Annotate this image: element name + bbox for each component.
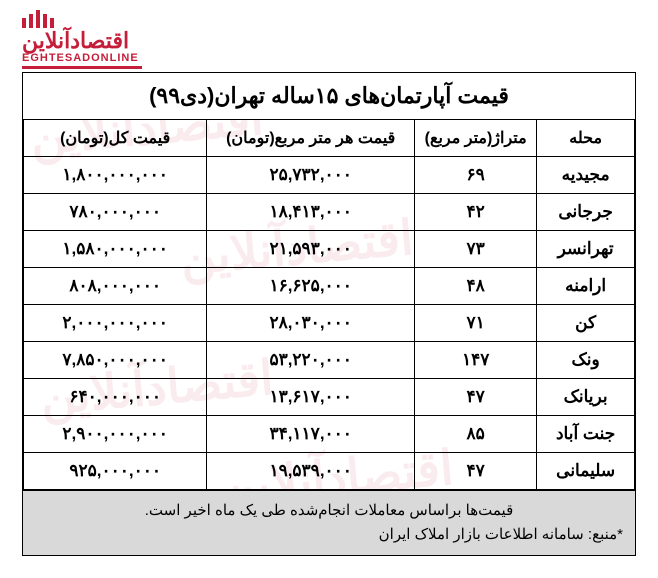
site-logo: اقتصادآنلاین EGHTESADONLINE — [22, 10, 142, 69]
table-row: جرجانی۴۲۱۸,۴۱۳,۰۰۰۷۸۰,۰۰۰,۰۰۰ — [24, 194, 635, 231]
cell-metraj: ۷۳ — [415, 231, 537, 268]
cell-total: ۷۸۰,۰۰۰,۰۰۰ — [24, 194, 207, 231]
cell-mahale: ونک — [537, 342, 635, 379]
logo-bars-icon — [22, 10, 142, 28]
col-header-neighborhood: محله — [537, 120, 635, 157]
cell-total: ۷,۸۵۰,۰۰۰,۰۰۰ — [24, 342, 207, 379]
col-header-area: متراژ(متر مربع) — [415, 120, 537, 157]
table-row: سلیمانی۴۷۱۹,۵۳۹,۰۰۰۹۲۵,۰۰۰,۰۰۰ — [24, 453, 635, 490]
cell-ppsm: ۱۳,۶۱۷,۰۰۰ — [207, 379, 415, 416]
cell-total: ۲,۰۰۰,۰۰۰,۰۰۰ — [24, 305, 207, 342]
footer-note: قیمت‌ها براساس معاملات انجام‌شده طی یک م… — [35, 501, 623, 519]
footer-source: *منبع: سامانه اطلاعات بازار املاک ایران — [35, 525, 623, 543]
table-row: ونک۱۴۷۵۳,۲۲۰,۰۰۰۷,۸۵۰,۰۰۰,۰۰۰ — [24, 342, 635, 379]
cell-mahale: ارامنه — [537, 268, 635, 305]
cell-metraj: ۱۴۷ — [415, 342, 537, 379]
cell-metraj: ۴۷ — [415, 379, 537, 416]
cell-total: ۹۲۵,۰۰۰,۰۰۰ — [24, 453, 207, 490]
cell-metraj: ۴۲ — [415, 194, 537, 231]
table-row: تهرانسر۷۳۲۱,۵۹۳,۰۰۰۱,۵۸۰,۰۰۰,۰۰۰ — [24, 231, 635, 268]
table-row: ارامنه۴۸۱۶,۶۲۵,۰۰۰۸۰۸,۰۰۰,۰۰۰ — [24, 268, 635, 305]
cell-ppsm: ۲۸,۰۳۰,۰۰۰ — [207, 305, 415, 342]
cell-total: ۱,۵۸۰,۰۰۰,۰۰۰ — [24, 231, 207, 268]
cell-mahale: تهرانسر — [537, 231, 635, 268]
cell-total: ۱,۸۰۰,۰۰۰,۰۰۰ — [24, 157, 207, 194]
price-table: محله متراژ(متر مربع) قیمت هر متر مربع(تو… — [23, 120, 635, 490]
table-footer: قیمت‌ها براساس معاملات انجام‌شده طی یک م… — [23, 490, 635, 555]
cell-metraj: ۷۱ — [415, 305, 537, 342]
cell-ppsm: ۳۴,۱۱۷,۰۰۰ — [207, 416, 415, 453]
price-table-container: قیمت آپارتمان‌های ۱۵ساله تهران(دی۹۹) محل… — [22, 72, 636, 556]
cell-mahale: سلیمانی — [537, 453, 635, 490]
table-row: مجیدیه۶۹۲۵,۷۳۲,۰۰۰۱,۸۰۰,۰۰۰,۰۰۰ — [24, 157, 635, 194]
cell-mahale: کن — [537, 305, 635, 342]
cell-total: ۸۰۸,۰۰۰,۰۰۰ — [24, 268, 207, 305]
table-title: قیمت آپارتمان‌های ۱۵ساله تهران(دی۹۹) — [23, 73, 635, 120]
table-header-row: محله متراژ(متر مربع) قیمت هر متر مربع(تو… — [24, 120, 635, 157]
col-header-price-per-sqm: قیمت هر متر مربع(تومان) — [207, 120, 415, 157]
cell-metraj: ۴۷ — [415, 453, 537, 490]
cell-metraj: ۴۸ — [415, 268, 537, 305]
cell-mahale: جنت آباد — [537, 416, 635, 453]
cell-ppsm: ۵۳,۲۲۰,۰۰۰ — [207, 342, 415, 379]
cell-ppsm: ۱۸,۴۱۳,۰۰۰ — [207, 194, 415, 231]
cell-total: ۶۴۰,۰۰۰,۰۰۰ — [24, 379, 207, 416]
cell-total: ۲,۹۰۰,۰۰۰,۰۰۰ — [24, 416, 207, 453]
cell-ppsm: ۲۵,۷۳۲,۰۰۰ — [207, 157, 415, 194]
logo-text-en: EGHTESADONLINE — [22, 52, 142, 64]
logo-underline — [22, 66, 142, 69]
cell-mahale: جرجانی — [537, 194, 635, 231]
table-row: کن۷۱۲۸,۰۳۰,۰۰۰۲,۰۰۰,۰۰۰,۰۰۰ — [24, 305, 635, 342]
logo-text-fa: اقتصادآنلاین — [22, 30, 142, 52]
cell-metraj: ۶۹ — [415, 157, 537, 194]
table-row: بریانک۴۷۱۳,۶۱۷,۰۰۰۶۴۰,۰۰۰,۰۰۰ — [24, 379, 635, 416]
cell-metraj: ۸۵ — [415, 416, 537, 453]
table-row: جنت آباد۸۵۳۴,۱۱۷,۰۰۰۲,۹۰۰,۰۰۰,۰۰۰ — [24, 416, 635, 453]
cell-ppsm: ۲۱,۵۹۳,۰۰۰ — [207, 231, 415, 268]
cell-mahale: بریانک — [537, 379, 635, 416]
cell-ppsm: ۱۶,۶۲۵,۰۰۰ — [207, 268, 415, 305]
col-header-total-price: قیمت کل(تومان) — [24, 120, 207, 157]
cell-ppsm: ۱۹,۵۳۹,۰۰۰ — [207, 453, 415, 490]
cell-mahale: مجیدیه — [537, 157, 635, 194]
